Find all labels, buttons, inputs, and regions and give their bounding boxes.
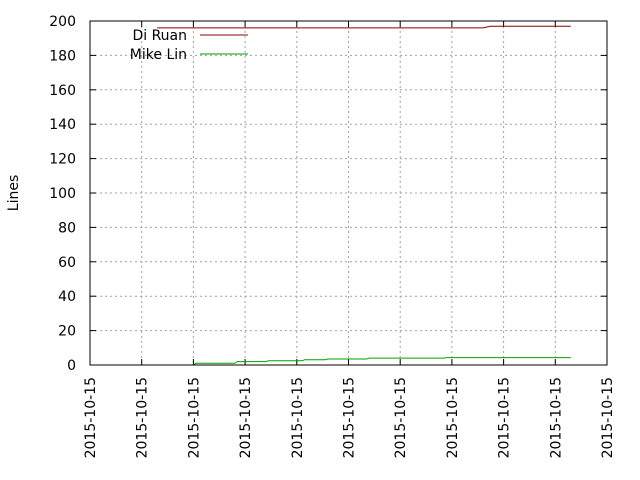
y-tick-label: 100 [49, 186, 76, 202]
series-line-1 [159, 357, 571, 366]
y-axis-ticks: 0 20 40 60 80 100 120 140 160 180 200 [49, 14, 607, 374]
y-tick-label: 20 [58, 324, 76, 340]
y-axis-label: Lines [6, 175, 22, 211]
x-axis-ticks: 2015-10-15 2015-10-15 2015-10-15 2015-10-15… [83, 21, 616, 458]
y-tick-label: 140 [49, 117, 76, 133]
series-line-0 [157, 25, 571, 29]
x-tick-label: 2015-10-15 [342, 377, 358, 458]
x-tick-label: 2015-10-15 [290, 377, 306, 458]
y-tick-label: 80 [58, 220, 76, 236]
x-tick-label: 2015-10-15 [238, 377, 254, 458]
y-tick-label: 0 [67, 358, 76, 374]
y-tick-label: 120 [49, 152, 76, 168]
x-tick-label: 2015-10-15 [548, 377, 564, 458]
x-tick-label: 2015-10-15 [600, 377, 616, 458]
y-tick-label: 60 [58, 255, 76, 271]
y-tick-label: 160 [49, 83, 76, 99]
y-tick-label: 180 [49, 48, 76, 64]
x-tick-label: 2015-10-15 [186, 377, 202, 458]
legend-label: Di Ruan [132, 28, 187, 44]
x-tick-label: 2015-10-15 [497, 377, 513, 458]
series-lines [157, 25, 571, 366]
x-tick-label: 2015-10-15 [135, 377, 151, 458]
y-tick-label: 40 [58, 289, 76, 305]
x-tick-label: 2015-10-15 [445, 377, 461, 458]
y-tick-label: 200 [49, 14, 76, 30]
x-tick-label: 2015-10-15 [83, 377, 99, 458]
legend-label: Mike Lin [130, 47, 187, 63]
plot-frame [89, 20, 608, 366]
legend: Di Ruan Mike Lin [130, 28, 248, 63]
x-tick-label: 2015-10-15 [393, 377, 409, 458]
gridlines [90, 21, 607, 365]
